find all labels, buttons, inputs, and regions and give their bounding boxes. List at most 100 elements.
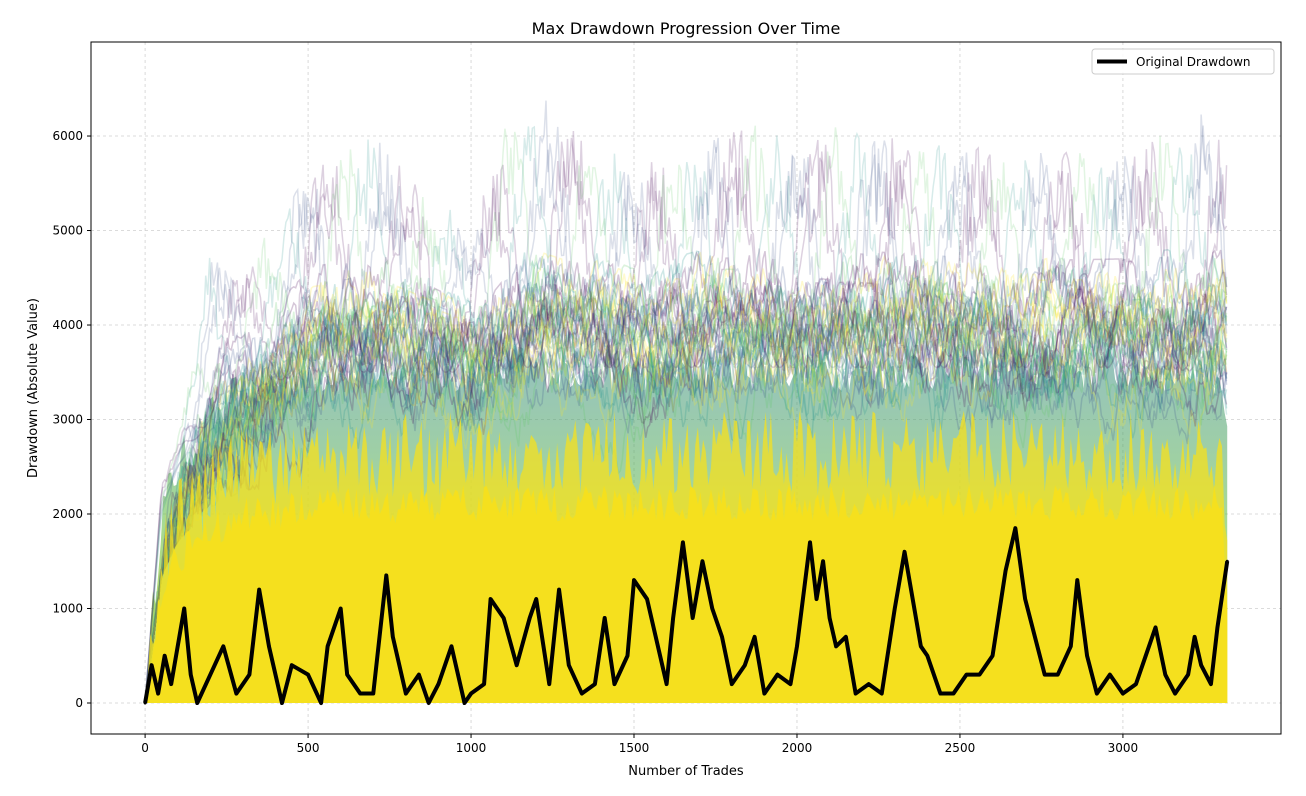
original-drawdown-point bbox=[1209, 682, 1213, 686]
original-drawdown-point bbox=[681, 540, 685, 544]
original-drawdown-point bbox=[1154, 625, 1158, 629]
original-drawdown-point bbox=[753, 635, 757, 639]
simulation-path bbox=[144, 289, 1228, 704]
simulation-path bbox=[144, 275, 1228, 704]
original-drawdown-point bbox=[267, 644, 271, 648]
original-drawdown-point bbox=[358, 692, 362, 696]
original-drawdown-point bbox=[326, 644, 330, 648]
original-drawdown-point bbox=[919, 644, 923, 648]
original-drawdown-point bbox=[978, 673, 982, 677]
original-drawdown-point bbox=[449, 644, 453, 648]
original-drawdown-point bbox=[208, 673, 212, 677]
original-drawdown-point bbox=[625, 654, 629, 658]
simulation-path bbox=[144, 277, 1228, 704]
simulation-path bbox=[144, 300, 1228, 704]
y-axis-label: Drawdown (Absolute Value) bbox=[26, 298, 41, 478]
simulation-path bbox=[144, 273, 1228, 704]
original-drawdown-point bbox=[893, 607, 897, 611]
x-tick-label: 500 bbox=[297, 741, 320, 755]
original-drawdown-point bbox=[257, 588, 261, 592]
original-drawdown-point bbox=[880, 692, 884, 696]
original-drawdown-point bbox=[182, 607, 186, 611]
y-tick-label: 4000 bbox=[52, 318, 83, 332]
original-drawdown-point bbox=[762, 692, 766, 696]
original-drawdown-point bbox=[195, 701, 199, 705]
original-drawdown-point bbox=[844, 635, 848, 639]
x-axis-ticks: 0 500 1000 1500 2000 2500 3000 bbox=[141, 734, 1138, 755]
original-drawdown-point bbox=[710, 607, 714, 611]
simulation-path bbox=[144, 275, 1228, 704]
original-drawdown-point bbox=[143, 701, 147, 705]
original-drawdown-point bbox=[319, 701, 323, 705]
y-tick-label: 0 bbox=[75, 696, 83, 710]
original-drawdown-point bbox=[854, 692, 858, 696]
original-drawdown-point bbox=[671, 616, 675, 620]
simulation-path bbox=[144, 259, 1228, 704]
original-drawdown-point bbox=[1075, 578, 1079, 582]
original-drawdown-point bbox=[1163, 673, 1167, 677]
original-drawdown-point bbox=[189, 673, 193, 677]
simulation-path bbox=[144, 295, 1228, 704]
simulation-path bbox=[144, 255, 1228, 704]
x-tick-label: 2000 bbox=[782, 741, 813, 755]
simulation-path bbox=[144, 257, 1228, 704]
original-drawdown-point bbox=[730, 682, 734, 686]
original-drawdown-series bbox=[143, 526, 1230, 706]
original-drawdown-point bbox=[691, 616, 695, 620]
original-drawdown-point bbox=[384, 573, 388, 577]
original-drawdown-point bbox=[964, 673, 968, 677]
original-drawdown-point bbox=[417, 673, 421, 677]
original-drawdown-point bbox=[482, 682, 486, 686]
original-drawdown-point bbox=[567, 663, 571, 667]
chart-title: Max Drawdown Progression Over Time bbox=[532, 19, 841, 38]
original-drawdown-point bbox=[612, 682, 616, 686]
original-drawdown-point bbox=[528, 616, 532, 620]
simulation-path bbox=[144, 254, 1227, 704]
simulation-path bbox=[144, 248, 1228, 704]
original-drawdown-point bbox=[834, 644, 838, 648]
original-drawdown-point bbox=[391, 635, 395, 639]
original-drawdown-point bbox=[306, 673, 310, 677]
original-drawdown-point bbox=[290, 663, 294, 667]
x-tick-label: 3000 bbox=[1108, 741, 1139, 755]
original-drawdown-point bbox=[371, 692, 375, 696]
original-drawdown-point bbox=[547, 682, 551, 686]
original-drawdown-point bbox=[502, 616, 506, 620]
x-tick-label: 0 bbox=[141, 741, 149, 755]
original-drawdown-point bbox=[788, 682, 792, 686]
y-tick-label: 5000 bbox=[52, 224, 83, 238]
simulation-path bbox=[144, 284, 1228, 704]
simulation-path bbox=[144, 264, 1228, 704]
original-drawdown-point bbox=[489, 597, 493, 601]
x-axis-label: Number of Trades bbox=[628, 764, 744, 779]
simulation-path bbox=[144, 267, 1228, 704]
original-drawdown-point bbox=[720, 635, 724, 639]
y-tick-label: 2000 bbox=[52, 507, 83, 521]
simulation-path bbox=[144, 255, 1228, 704]
simulation-path bbox=[144, 250, 1228, 704]
original-drawdown-point bbox=[1193, 635, 1197, 639]
simulation-path bbox=[144, 292, 1228, 704]
original-drawdown-point bbox=[903, 550, 907, 554]
original-drawdown-point bbox=[221, 644, 225, 648]
simulation-path-extreme bbox=[144, 125, 1228, 704]
original-drawdown-point bbox=[234, 692, 238, 696]
original-drawdown-point bbox=[534, 597, 538, 601]
original-drawdown-point bbox=[867, 682, 871, 686]
original-drawdown-point bbox=[1033, 635, 1037, 639]
simulated-dense-core bbox=[145, 484, 1228, 704]
original-drawdown-point bbox=[1186, 673, 1190, 677]
original-drawdown-point bbox=[991, 654, 995, 658]
original-drawdown-point bbox=[1013, 526, 1017, 530]
simulation-path bbox=[144, 257, 1228, 704]
original-drawdown-point bbox=[603, 616, 607, 620]
original-drawdown-point bbox=[1043, 673, 1047, 677]
simulation-path bbox=[144, 253, 1228, 704]
simulation-path bbox=[144, 289, 1228, 704]
y-tick-label: 6000 bbox=[52, 129, 83, 143]
original-drawdown-point bbox=[1173, 692, 1177, 696]
plot-frame bbox=[90, 41, 1282, 735]
y-tick-label: 1000 bbox=[52, 602, 83, 616]
simulation-path bbox=[144, 278, 1228, 704]
